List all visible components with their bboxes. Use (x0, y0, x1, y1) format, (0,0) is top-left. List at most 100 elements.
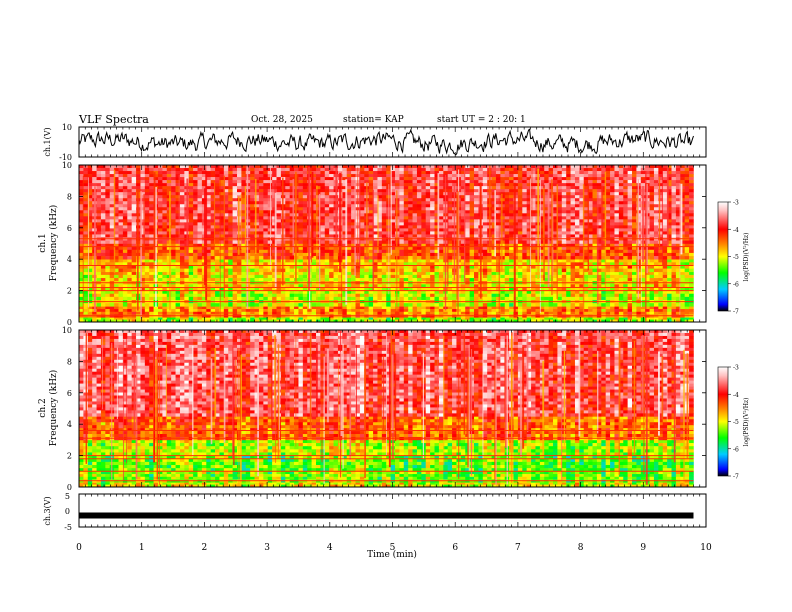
spec-cell (618, 317, 624, 320)
spec-cell (122, 268, 128, 273)
spec-cell (526, 317, 532, 320)
spec-cell (531, 296, 536, 301)
spec-cell (250, 311, 255, 315)
spec-cell (114, 262, 119, 266)
spec-cell (671, 284, 677, 288)
spec-cell (311, 259, 317, 263)
spec-cell (610, 317, 615, 320)
spec-cell (509, 177, 514, 181)
spec-cell (447, 174, 453, 178)
spec-cell (342, 268, 348, 273)
spec-cell (680, 183, 685, 187)
spec-cell (324, 249, 330, 254)
spec-cell (495, 177, 501, 181)
spec-cell (179, 249, 185, 254)
spec-cell (605, 183, 611, 187)
spec-cell (272, 259, 277, 263)
spec-cell (158, 306, 163, 310)
spec-cell (474, 177, 479, 181)
spec-cell (561, 274, 567, 279)
spec-cell (162, 274, 168, 279)
spec-cell (526, 287, 532, 291)
spec-cell (329, 177, 334, 181)
spec-cell (553, 278, 558, 282)
spec-cell (96, 246, 102, 251)
spec-cell (210, 189, 216, 193)
spec-cell (509, 309, 514, 313)
spec-cell (368, 319, 374, 323)
spec-cell (548, 274, 554, 279)
spec-cell (421, 262, 427, 266)
spec-cell (605, 189, 611, 193)
spec-cell (131, 309, 137, 313)
spec-cell (425, 177, 431, 181)
spec-cell (469, 252, 475, 257)
spec-cell (390, 284, 396, 288)
spec-cell (175, 165, 181, 169)
spec-cell (206, 287, 211, 291)
spec-cell (346, 271, 352, 276)
spec-cell (469, 287, 475, 291)
spec-cell (197, 249, 203, 254)
spec-cell (175, 296, 181, 301)
spec-cell (390, 174, 396, 178)
spec-cell (373, 246, 378, 251)
spec-cell (649, 278, 655, 282)
spec-cell (675, 309, 681, 313)
spec-cell (175, 271, 181, 276)
spec-cell (122, 303, 128, 307)
spec-cell (83, 192, 89, 196)
spec-cell (377, 293, 383, 298)
spec-cell (412, 180, 418, 184)
spec-cell (193, 252, 198, 257)
spec-cell (210, 259, 216, 263)
spec-cell (289, 284, 295, 288)
spec-cell (351, 243, 356, 247)
spec-cell (675, 290, 681, 295)
spec-cell (553, 259, 558, 263)
spec-cell (610, 278, 615, 282)
spec-cell (144, 246, 150, 251)
spec-cell (149, 265, 154, 269)
spec-cell (667, 284, 672, 288)
spec-cell (684, 309, 690, 313)
spec-cell (574, 249, 580, 254)
spec-cell (105, 309, 111, 313)
spec-cell (680, 180, 685, 184)
spec-cell (250, 246, 255, 251)
spec-cell (122, 317, 128, 320)
spec-cell (122, 180, 128, 184)
spec-cell (162, 165, 168, 169)
spec-cell (92, 165, 97, 169)
spec-cell (373, 278, 378, 282)
spec-cell (342, 174, 348, 178)
spec-cell (632, 274, 637, 279)
spec-cell (570, 290, 576, 295)
spec-cell (193, 296, 198, 301)
spec-cell (618, 256, 624, 260)
spec-cell (232, 296, 238, 301)
spec-cell (83, 274, 89, 279)
spec-cell (684, 265, 690, 269)
spec-cell (579, 256, 585, 260)
spec-cell (399, 249, 405, 254)
spec-cell (601, 177, 606, 181)
spec-cell (250, 165, 255, 169)
spec-cell (526, 189, 532, 193)
spec-cell (513, 317, 519, 320)
spec-cell (289, 271, 295, 276)
spec-cell (574, 290, 580, 295)
spec-cell (193, 306, 198, 310)
spec-cell (285, 290, 290, 295)
spec-cell (188, 293, 194, 298)
spec-cell (465, 306, 470, 310)
spec-cell (320, 309, 326, 313)
spec-cell (285, 168, 290, 172)
spec-cell (258, 309, 264, 313)
spec-cell (206, 274, 211, 279)
spec-cell (610, 177, 615, 181)
spec-cell (434, 256, 440, 260)
spec-cell (272, 306, 277, 310)
spec-cell (443, 168, 448, 172)
spec-cell (605, 287, 611, 291)
